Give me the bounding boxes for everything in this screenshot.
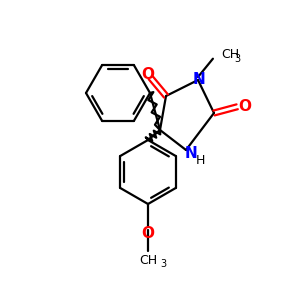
Text: O: O <box>239 99 252 114</box>
Text: 3: 3 <box>234 54 240 64</box>
Text: N: N <box>184 146 197 160</box>
Text: CH: CH <box>221 48 239 61</box>
Text: CH: CH <box>139 254 157 266</box>
Text: N: N <box>193 71 206 86</box>
Text: O: O <box>141 67 154 82</box>
Text: O: O <box>142 226 154 241</box>
Text: H: H <box>195 154 205 166</box>
Text: 3: 3 <box>160 259 166 269</box>
